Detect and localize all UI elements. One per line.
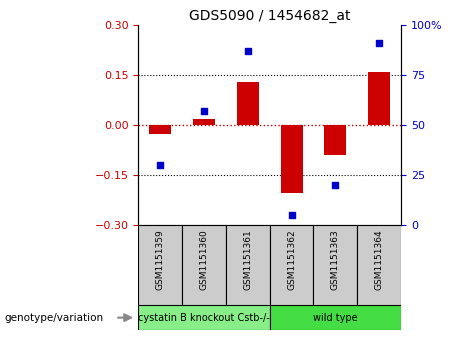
Text: wild type: wild type — [313, 313, 358, 323]
Text: cystatin B knockout Cstb-/-: cystatin B knockout Cstb-/- — [138, 313, 270, 323]
Bar — [149, 125, 171, 134]
Bar — [138, 225, 182, 305]
Bar — [237, 82, 259, 125]
Text: GSM1151364: GSM1151364 — [375, 229, 384, 290]
Text: genotype/variation: genotype/variation — [5, 313, 104, 323]
Title: GDS5090 / 1454682_at: GDS5090 / 1454682_at — [189, 9, 350, 23]
Bar — [226, 225, 270, 305]
Bar — [270, 305, 401, 330]
Bar — [182, 225, 226, 305]
Bar — [270, 225, 313, 305]
Bar — [357, 225, 401, 305]
Point — [288, 212, 296, 218]
Text: GSM1151363: GSM1151363 — [331, 229, 340, 290]
Point — [332, 182, 339, 188]
Bar — [281, 125, 302, 193]
Point — [200, 108, 207, 114]
Point — [244, 48, 252, 54]
Text: GSM1151362: GSM1151362 — [287, 229, 296, 290]
Text: GSM1151360: GSM1151360 — [200, 229, 208, 290]
Bar — [368, 72, 390, 125]
Text: GSM1151359: GSM1151359 — [156, 229, 165, 290]
Point — [376, 40, 383, 46]
Bar — [138, 305, 270, 330]
Bar — [313, 225, 357, 305]
Bar — [325, 125, 346, 155]
Text: GSM1151361: GSM1151361 — [243, 229, 252, 290]
Bar — [193, 119, 215, 125]
Point — [156, 162, 164, 168]
